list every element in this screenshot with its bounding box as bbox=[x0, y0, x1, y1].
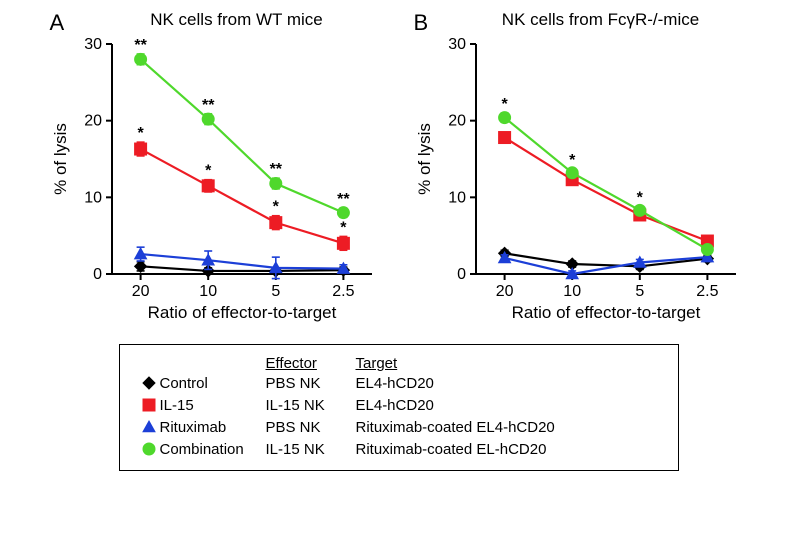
svg-text:0: 0 bbox=[93, 266, 102, 283]
legend-header-effector: Effector bbox=[266, 355, 356, 372]
svg-text:0: 0 bbox=[457, 266, 466, 283]
svg-text:% of lysis: % of lysis bbox=[51, 123, 70, 195]
svg-text:5: 5 bbox=[271, 283, 280, 300]
svg-text:2.5: 2.5 bbox=[696, 283, 718, 300]
legend-marker-icon bbox=[138, 396, 160, 414]
svg-text:10: 10 bbox=[199, 283, 217, 300]
legend-marker-icon bbox=[138, 418, 160, 436]
svg-text:Ratio of effector-to-target: Ratio of effector-to-target bbox=[147, 303, 336, 322]
legend-effector: PBS NK bbox=[266, 419, 356, 436]
svg-text:*: * bbox=[636, 190, 643, 207]
legend-marker-icon bbox=[138, 374, 160, 392]
svg-text:5: 5 bbox=[635, 283, 644, 300]
svg-text:Ratio of effector-to-target: Ratio of effector-to-target bbox=[511, 303, 700, 322]
svg-text:*: * bbox=[272, 199, 279, 216]
legend-box: Effector Target ControlPBS NKEL4-hCD20IL… bbox=[119, 344, 679, 471]
svg-text:**: ** bbox=[134, 37, 147, 54]
panel-a: A NK cells from WT mice 0 10 20 30 20 10 5 2.5 R… bbox=[50, 10, 384, 324]
legend-target: Rituximab-coated EL-hCD20 bbox=[356, 441, 660, 458]
svg-text:*: * bbox=[569, 152, 576, 169]
legend-name: Combination bbox=[160, 441, 266, 458]
svg-text:*: * bbox=[205, 163, 212, 180]
legend-effector: IL-15 NK bbox=[266, 397, 356, 414]
panel-b-title: NK cells from FcγR-/-mice bbox=[454, 10, 748, 30]
legend-row: ControlPBS NKEL4-hCD20 bbox=[138, 372, 660, 394]
legend-row: RituximabPBS NKRituximab-coated EL4-hCD2… bbox=[138, 416, 660, 438]
charts-row: A NK cells from WT mice 0 10 20 30 20 10 5 2.5 R… bbox=[0, 0, 797, 324]
legend-effector: PBS NK bbox=[266, 375, 356, 392]
legend-effector: IL-15 NK bbox=[266, 441, 356, 458]
legend-target: EL4-hCD20 bbox=[356, 375, 660, 392]
legend-name: IL-15 bbox=[160, 397, 266, 414]
svg-text:10: 10 bbox=[563, 283, 581, 300]
legend-marker-icon bbox=[138, 440, 160, 458]
legend-header-target: Target bbox=[356, 355, 398, 372]
svg-text:**: ** bbox=[269, 161, 282, 178]
legend-target: EL4-hCD20 bbox=[356, 397, 660, 414]
legend-target: Rituximab-coated EL4-hCD20 bbox=[356, 419, 660, 436]
panel-a-chart: 0 10 20 30 20 10 5 2.5 Ratio of effector-to-targ… bbox=[50, 36, 384, 324]
panel-b-letter: B bbox=[414, 10, 429, 36]
legend-row: CombinationIL-15 NKRituximab-coated EL-h… bbox=[138, 438, 660, 460]
svg-text:20: 20 bbox=[495, 283, 513, 300]
panel-b: B NK cells from FcγR-/-mice 0 10 20 30 20 10 5… bbox=[414, 10, 748, 324]
legend-headers: Effector Target bbox=[266, 355, 660, 372]
svg-text:2.5: 2.5 bbox=[332, 283, 354, 300]
legend-row: IL-15IL-15 NKEL4-hCD20 bbox=[138, 394, 660, 416]
svg-text:**: ** bbox=[337, 191, 350, 208]
panel-b-chart: 0 10 20 30 20 10 5 2.5 Ratio of effector-to-targ… bbox=[414, 36, 748, 324]
svg-text:20: 20 bbox=[84, 113, 102, 130]
svg-text:*: * bbox=[340, 219, 347, 236]
svg-text:10: 10 bbox=[448, 189, 466, 206]
panel-a-title: NK cells from WT mice bbox=[90, 10, 384, 30]
svg-text:% of lysis: % of lysis bbox=[415, 123, 434, 195]
legend-name: Control bbox=[160, 375, 266, 392]
svg-text:20: 20 bbox=[131, 283, 149, 300]
svg-text:*: * bbox=[137, 125, 144, 142]
svg-text:30: 30 bbox=[84, 36, 102, 53]
svg-text:*: * bbox=[501, 96, 508, 113]
svg-text:**: ** bbox=[201, 97, 214, 114]
svg-text:10: 10 bbox=[84, 189, 102, 206]
panel-a-letter: A bbox=[50, 10, 65, 36]
legend-name: Rituximab bbox=[160, 419, 266, 436]
svg-text:20: 20 bbox=[448, 113, 466, 130]
svg-text:30: 30 bbox=[448, 36, 466, 53]
